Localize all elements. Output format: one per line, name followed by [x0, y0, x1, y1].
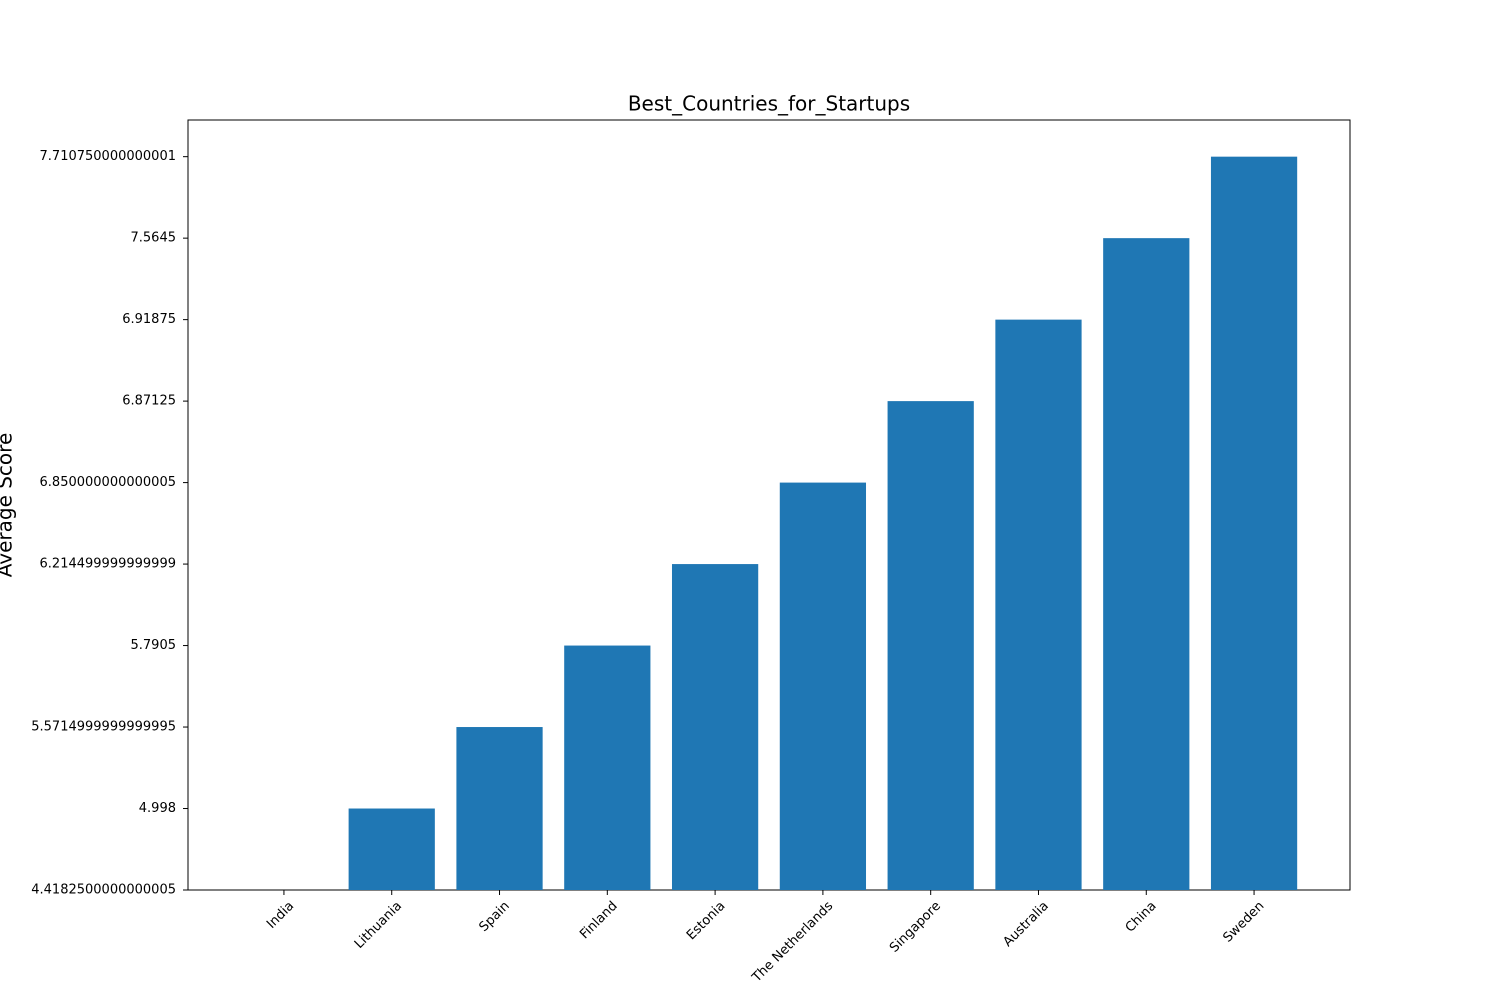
- x-tick-label: Sweden: [1220, 899, 1267, 946]
- chart-title: Best_Countries_for_Startups: [628, 92, 910, 116]
- y-axis-label: Average Score: [0, 433, 17, 578]
- bar: [456, 727, 543, 890]
- y-tick-label: 6.87125: [122, 394, 176, 409]
- x-tick-label: China: [1123, 899, 1160, 936]
- y-tick-label: 7.710750000000001: [40, 149, 176, 164]
- x-tick-label: The Netherlands: [749, 899, 837, 987]
- bar: [995, 319, 1082, 890]
- y-tick-label: 7.5645: [131, 231, 177, 246]
- bar: [1210, 156, 1298, 890]
- bar: [779, 482, 867, 890]
- x-tick-label: Finland: [577, 899, 620, 942]
- bar: [887, 401, 974, 890]
- x-tick-label: Lithuania: [352, 899, 405, 952]
- y-tick-label: 5.7905: [131, 638, 177, 653]
- bar: [1103, 238, 1190, 891]
- y-tick-label: 6.214499999999999: [40, 557, 176, 572]
- plot-frame: [187, 119, 1351, 891]
- y-tick-label: 4.4182500000000005: [31, 883, 176, 898]
- y-tick-label: 4.998: [139, 801, 176, 816]
- y-tick-label: 6.91875: [122, 312, 176, 327]
- bar: [671, 564, 759, 890]
- x-tick-label: Australia: [1001, 899, 1052, 950]
- x-tick-label: Spain: [477, 899, 513, 935]
- x-tick-label: Estonia: [684, 899, 728, 943]
- bar: [564, 645, 651, 890]
- y-tick-label: 5.5714999999999995: [31, 720, 176, 735]
- bar: [348, 808, 435, 890]
- y-tick-label: 6.850000000000005: [40, 475, 176, 490]
- x-tick-label: India: [264, 899, 297, 932]
- x-tick-label: Singapore: [887, 899, 944, 956]
